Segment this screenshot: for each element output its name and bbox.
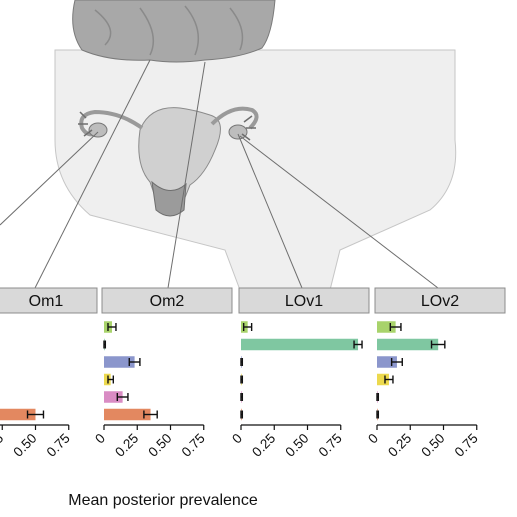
bar	[377, 356, 397, 368]
panel-strip	[101, 287, 233, 314]
x-tick-label: 0.75	[452, 431, 481, 460]
right-fimbriae	[241, 115, 256, 141]
left-fallopian-tube	[79, 109, 144, 137]
bar	[0, 408, 36, 421]
leader-line-om2	[167, 61, 206, 289]
right-fallopian-tube	[210, 106, 259, 130]
leader-lines	[0, 59, 439, 289]
panel-title: LOv2	[421, 293, 459, 310]
panel-title: Om2	[150, 293, 185, 310]
bar	[104, 391, 123, 403]
x-tick-label: 0.50	[10, 431, 39, 460]
panel-title: LOv1	[285, 293, 323, 310]
omentum-shape	[72, 0, 276, 63]
uterus-shape	[138, 107, 221, 206]
x-tick-label: 0.25	[249, 431, 278, 460]
leader-line-om0	[0, 131, 99, 226]
panel-om1: Om100.250.500.75	[0, 287, 98, 460]
bar	[104, 408, 151, 421]
x-tick-label: 0.25	[112, 431, 141, 460]
x-tick-label: 0	[229, 431, 245, 447]
x-tick-label: 0.25	[385, 431, 414, 460]
bar	[104, 356, 135, 368]
x-tick-label: 0.75	[44, 431, 73, 460]
panel-lov1: LOv1 0 0.25 0.50 0.75	[229, 287, 370, 460]
right-ovary	[228, 124, 248, 140]
panel-lov2: LOv2 0 0.25 0.50 0.75	[365, 287, 506, 460]
bar	[377, 321, 396, 333]
leader-line-lov2	[239, 135, 439, 289]
panel-title: Om1	[29, 293, 64, 310]
x-tick-label: 0.25	[0, 431, 6, 460]
x-tick-label: 0	[365, 431, 381, 447]
bar	[377, 373, 389, 386]
panel-om2: Om2 0 0.25 0.50 0.75	[92, 287, 233, 460]
panel-strip	[238, 287, 370, 314]
left-fimbriae	[78, 111, 93, 137]
x-axis-title: Mean posterior prevalence	[68, 492, 258, 509]
panel-strip	[0, 287, 98, 314]
pelvis-outline	[54, 49, 457, 291]
x-tick-label: 0.50	[145, 431, 174, 460]
leader-line-lov1	[237, 133, 303, 289]
panel-strip	[374, 287, 506, 314]
x-tick-label: 0.50	[282, 431, 311, 460]
x-tick-label: 0.50	[418, 431, 447, 460]
left-ovary	[88, 122, 108, 138]
cervix-shape	[151, 180, 187, 217]
x-tick-label: 0.75	[179, 431, 208, 460]
x-tick-label: 0.75	[316, 431, 345, 460]
bar	[241, 338, 359, 351]
chart-panels: Om100.250.500.75Om200.250.500.75LOv100.2…	[0, 287, 506, 460]
pelvic-anatomy-illustration	[54, 0, 457, 291]
leader-line-om1	[34, 59, 151, 289]
omentum-texture	[94, 5, 244, 56]
x-tick-label: 0	[92, 431, 108, 447]
bar	[377, 338, 439, 351]
